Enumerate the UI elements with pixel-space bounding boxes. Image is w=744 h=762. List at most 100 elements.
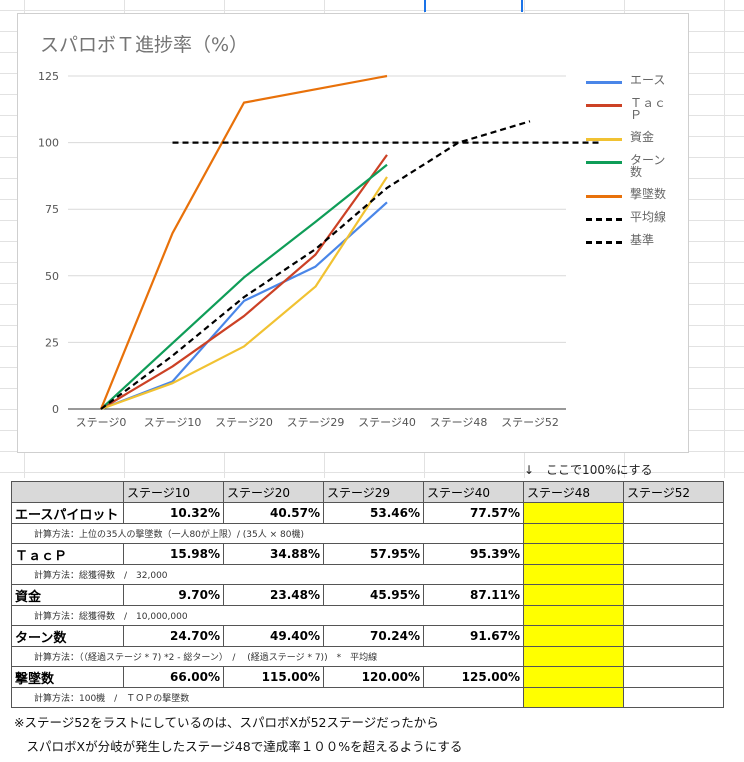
cell-value: 34.88% (223, 543, 324, 565)
cell-value: 95.39% (423, 543, 524, 565)
cell-value: 120.00% (323, 666, 424, 688)
legend-item: ＴａｃＰ (586, 97, 686, 131)
table-header: ステージ10 (123, 481, 224, 503)
chart-title: スパロボＴ進捗率（%） (40, 34, 248, 56)
highlight-cell (523, 523, 624, 544)
cell-value: 91.67% (423, 625, 524, 647)
cell-value: 70.24% (323, 625, 424, 647)
cell-value: 115.00% (223, 666, 324, 688)
chart-legend: エース ＴａｃＰ 資金ターン数撃墜数平均線基準 (586, 74, 686, 257)
series-line (99, 74, 388, 410)
empty-cell (623, 564, 724, 585)
cell-value: 53.46% (323, 502, 424, 524)
legend-item: 撃墜数 (586, 188, 686, 211)
calc-row: 計算方法：（（経過ステージ * 7) *2 - 総ターン） / (経過ステージ … (11, 646, 724, 667)
y-tick-label: 25 (45, 336, 59, 349)
legend-item: ターン数 (586, 154, 686, 188)
row-label: 資金 (11, 584, 124, 606)
cell-value: 49.40% (223, 625, 324, 647)
chart[interactable]: スパロボＴ進捗率（%） 0 25 50 75 100 125 ステージ0 ステージ10 ステー… (17, 13, 689, 453)
cell-value: 125.00% (423, 666, 524, 688)
legend-item: 資金 (586, 131, 686, 154)
table-header: ステージ20 (223, 481, 324, 503)
cell-value: 77.57% (423, 502, 524, 524)
table-header (11, 481, 124, 503)
calc-method: 計算方法：総獲得数 / 10,000,000 (11, 605, 524, 626)
legend-label: 基準 (630, 233, 655, 247)
x-tick-label: ステージ10 (144, 416, 202, 429)
legend-label: ターン数 (630, 153, 666, 179)
highlight-cell (523, 502, 624, 524)
highlight-cell (523, 625, 624, 647)
cell-value: 45.95% (323, 584, 424, 606)
empty-cell (623, 543, 724, 565)
highlight-cell (523, 687, 624, 708)
cell-value: 23.48% (223, 584, 324, 606)
cell-value: 9.70% (123, 584, 224, 606)
y-tick-label: 125 (38, 70, 59, 83)
row-label: ＴａｃＰ (11, 543, 124, 565)
calc-row: 計算方法：上位の35人の撃墜数（一人80が上限）/ (35人 × 80機) (11, 523, 724, 544)
y-tick-label: 100 (38, 137, 59, 150)
cell-value: 10.32% (123, 502, 224, 524)
legend-label: ＴａｃＰ (630, 96, 667, 122)
x-tick-label: ステージ29 (287, 416, 345, 429)
footnote-1: ※ステージ52をラストにしているのは、スパロボXが52ステージだったから (14, 715, 439, 730)
highlight-cell (523, 584, 624, 606)
y-tick-label: 75 (45, 203, 59, 216)
highlight-cell (523, 666, 624, 688)
legend-label: エース (630, 73, 666, 87)
legend-swatch (586, 218, 622, 221)
table-row: エースパイロット 10.32% 40.57% 53.46% 77.57% (11, 502, 724, 524)
legend-swatch (586, 81, 622, 84)
table-header: ステージ48 (523, 481, 624, 503)
empty-cell (623, 523, 724, 544)
x-tick-label: ステージ48 (430, 416, 488, 429)
column-marker (424, 0, 426, 12)
legend-swatch (586, 195, 622, 198)
column-marker (521, 0, 523, 12)
series-line (100, 176, 388, 411)
table-row: 撃墜数 66.00% 115.00% 120.00% 125.00% (11, 666, 724, 688)
calc-method: 計算方法：（（経過ステージ * 7) *2 - 総ターン） / (経過ステージ … (11, 646, 524, 667)
table-header: ステージ40 (423, 481, 524, 503)
y-tick-label: 0 (52, 403, 59, 416)
empty-cell (623, 605, 724, 626)
y-tick-label: 50 (45, 270, 59, 283)
table-row: ＴａｃＰ 15.98% 34.88% 57.95% 95.39% (11, 543, 724, 565)
empty-cell (623, 687, 724, 708)
empty-cell (623, 502, 724, 524)
empty-cell (623, 584, 724, 606)
empty-cell (623, 666, 724, 688)
calc-row: 計算方法：100機 / ＴＯＰの撃墜数 (11, 687, 724, 708)
calc-method: 計算方法：総獲得数 / 32,000 (11, 564, 524, 585)
table-header: ステージ29 (323, 481, 424, 503)
legend-item: 平均線 (586, 211, 686, 234)
x-tick-label: ステージ52 (501, 416, 559, 429)
x-tick-label: ステージ40 (358, 416, 416, 429)
series-line (100, 163, 388, 410)
calc-method: 計算方法：上位の35人の撃墜数（一人80が上限）/ (35人 × 80機) (11, 523, 524, 544)
highlight-cell (523, 605, 624, 626)
legend-label: 撃墜数 (630, 187, 667, 201)
x-tick-label: ステージ0 (76, 416, 127, 429)
highlight-cell (523, 646, 624, 667)
legend-swatch (586, 138, 622, 141)
cell-value: 57.95% (323, 543, 424, 565)
calc-row: 計算方法：総獲得数 / 32,000 (11, 564, 724, 585)
progress-table: ステージ10 ステージ20 ステージ29 ステージ40 ステージ48 ステージ52 エースパ… (11, 481, 724, 708)
footnote-2: スパロボXが分岐が発生したステージ48で達成率１００%を超えるようにする (14, 739, 463, 754)
calc-method: 計算方法：100機 / ＴＯＰの撃墜数 (11, 687, 524, 708)
legend-label: 資金 (630, 130, 655, 144)
calc-row: 計算方法：総獲得数 / 10,000,000 (11, 605, 724, 626)
empty-cell (623, 646, 724, 667)
legend-label: 平均線 (630, 210, 667, 224)
row-label: ターン数 (11, 625, 124, 647)
cell-value: 40.57% (223, 502, 324, 524)
legend-swatch (586, 241, 622, 244)
highlight-cell (523, 543, 624, 565)
legend-item: 基準 (586, 234, 686, 257)
highlight-cell (523, 564, 624, 585)
cell-value: 15.98% (123, 543, 224, 565)
cell-value: 24.70% (123, 625, 224, 647)
